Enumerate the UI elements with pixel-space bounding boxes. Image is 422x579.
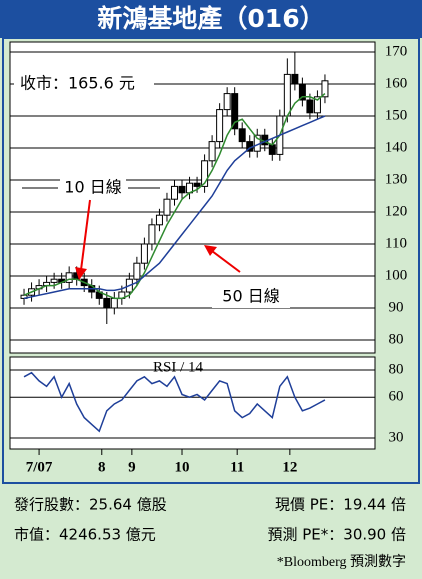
candle-body — [201, 160, 209, 187]
y-tick-label: 100 — [385, 267, 408, 283]
chart-title: 新鴻基地產（016） — [97, 4, 324, 33]
candle-body — [148, 224, 156, 245]
arrow — [211, 250, 241, 273]
arrow-head — [75, 267, 87, 280]
candle-body — [163, 198, 171, 216]
candle-body — [50, 278, 58, 283]
footer-cap: 市值：4246.53 億元 — [14, 526, 156, 544]
x-tick-label: 10 — [175, 459, 190, 475]
y-tick-label: 130 — [385, 171, 408, 187]
y-tick-label: 160 — [385, 75, 408, 91]
candle-body — [65, 272, 73, 283]
ma10-label: 10 日線 — [64, 178, 121, 197]
candle-body — [231, 93, 239, 130]
ma-line — [23, 115, 326, 300]
arrow-head — [204, 245, 217, 256]
grid: 80 90 100 110 120 130 140 150 160 170 30 60 80 7/07 8 9… — [10, 43, 407, 475]
candle-body — [306, 99, 314, 114]
candle-body — [223, 93, 231, 111]
x-tick-label: 7/07 — [26, 459, 53, 475]
ma-line — [23, 93, 326, 300]
candle-body — [283, 73, 291, 117]
candle-body — [321, 80, 329, 98]
candle-body — [178, 185, 186, 194]
candle-body — [298, 83, 306, 101]
rsi-panel — [9, 356, 376, 450]
y-tick-label: 140 — [385, 139, 408, 155]
y-tick-label: 80 — [389, 331, 404, 347]
candle-body — [155, 214, 163, 226]
candle-body — [208, 141, 216, 162]
candle-body — [313, 96, 321, 114]
y-tick-label: 60 — [389, 389, 404, 405]
candle-body — [133, 262, 141, 280]
footer-pe: 現價 PE：19.44 倍 — [275, 496, 406, 514]
x-tick-label: 9 — [128, 459, 136, 475]
label-box — [212, 286, 290, 308]
y-tick-label: 120 — [385, 203, 408, 219]
ma50-label: 50 日線 — [222, 287, 279, 306]
candle-body — [268, 144, 276, 155]
title-bar — [0, 0, 422, 38]
close-label-box — [14, 70, 154, 96]
y-tick-label: 90 — [389, 299, 404, 315]
candle-body — [170, 185, 178, 200]
y-tick-label: 80 — [389, 361, 404, 377]
y-tick-label: 30 — [389, 429, 404, 445]
footer-fpe: 預測 PE*：30.90 倍 — [267, 526, 406, 544]
candle-body — [238, 128, 246, 143]
rsi-line — [23, 371, 326, 433]
candle-body — [140, 243, 148, 264]
arrow — [80, 199, 91, 271]
y-tick-label: 170 — [385, 43, 408, 59]
close-label: 收市：165.6 元 — [20, 74, 135, 93]
rsi-title: RSI / 14 — [153, 359, 204, 375]
y-tick-label: 150 — [385, 107, 408, 123]
marks — [20, 52, 329, 433]
label-box — [60, 177, 126, 199]
x-tick-label: 11 — [230, 459, 244, 475]
candle-body — [216, 109, 224, 143]
candle-body — [193, 182, 201, 187]
x-tick-label: 8 — [98, 459, 106, 475]
y-tick-label: 110 — [385, 235, 407, 251]
candle-body — [103, 297, 111, 309]
footer-shares: 發行股數：25.64 億股 — [14, 496, 167, 514]
candle-body — [291, 73, 299, 85]
footer-note: *Bloomberg 預測數字 — [277, 554, 406, 570]
x-tick-label: 12 — [282, 459, 297, 475]
candle-body — [110, 297, 118, 309]
